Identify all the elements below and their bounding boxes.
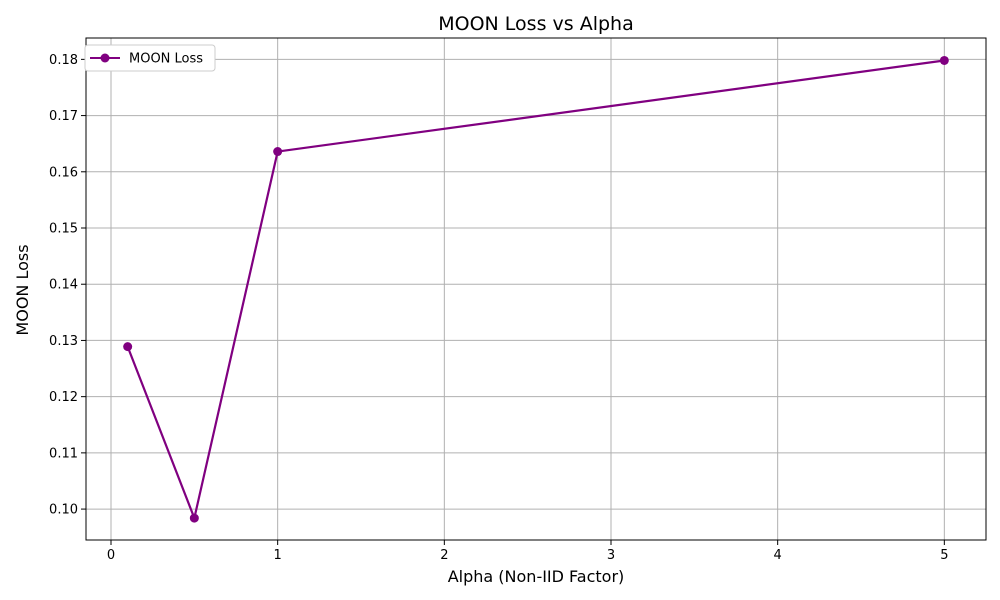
x-tick-label: 5 (940, 548, 948, 563)
series-layer (123, 55, 949, 523)
x-tick-label: 1 (274, 548, 282, 563)
y-axis: 0.10 0.11 0.12 0.13 0.14 0.15 0.16 0.17 0.18 (49, 53, 86, 518)
y-tick-label: 0.10 (49, 503, 78, 518)
x-tick-label: 2 (440, 548, 448, 563)
plot-area-frame (85, 37, 987, 541)
y-tick-label: 0.15 (49, 222, 78, 237)
y-tick-label: 0.16 (49, 165, 78, 180)
series-line (126, 59, 945, 520)
legend-marker (100, 53, 110, 63)
x-tick-label: 3 (607, 548, 615, 563)
legend-box (84, 44, 216, 72)
y-tick-label: 0.11 (49, 446, 78, 461)
data-point-marker (939, 55, 949, 65)
y-tick-label: 0.13 (49, 334, 78, 349)
data-point-marker (189, 513, 199, 523)
x-axis-title: Alpha (Non-IID Factor) (448, 567, 625, 586)
chart-title: MOON Loss vs Alpha (438, 13, 633, 35)
data-point-marker (273, 147, 283, 157)
y-tick-label: 0.14 (49, 278, 78, 293)
x-tick-label: 4 (774, 548, 782, 563)
legend-label: MOON Loss (129, 52, 203, 67)
y-axis-title: MOON Loss (13, 244, 32, 335)
y-tick-label: 0.17 (49, 109, 78, 124)
x-axis: 0 1 2 3 4 5 (107, 540, 948, 563)
data-point-marker (123, 342, 133, 352)
y-tick-label: 0.12 (49, 390, 78, 405)
y-tick-label: 0.18 (49, 53, 78, 68)
legend: MOON Loss (84, 44, 216, 72)
x-tick-label: 0 (107, 548, 115, 563)
